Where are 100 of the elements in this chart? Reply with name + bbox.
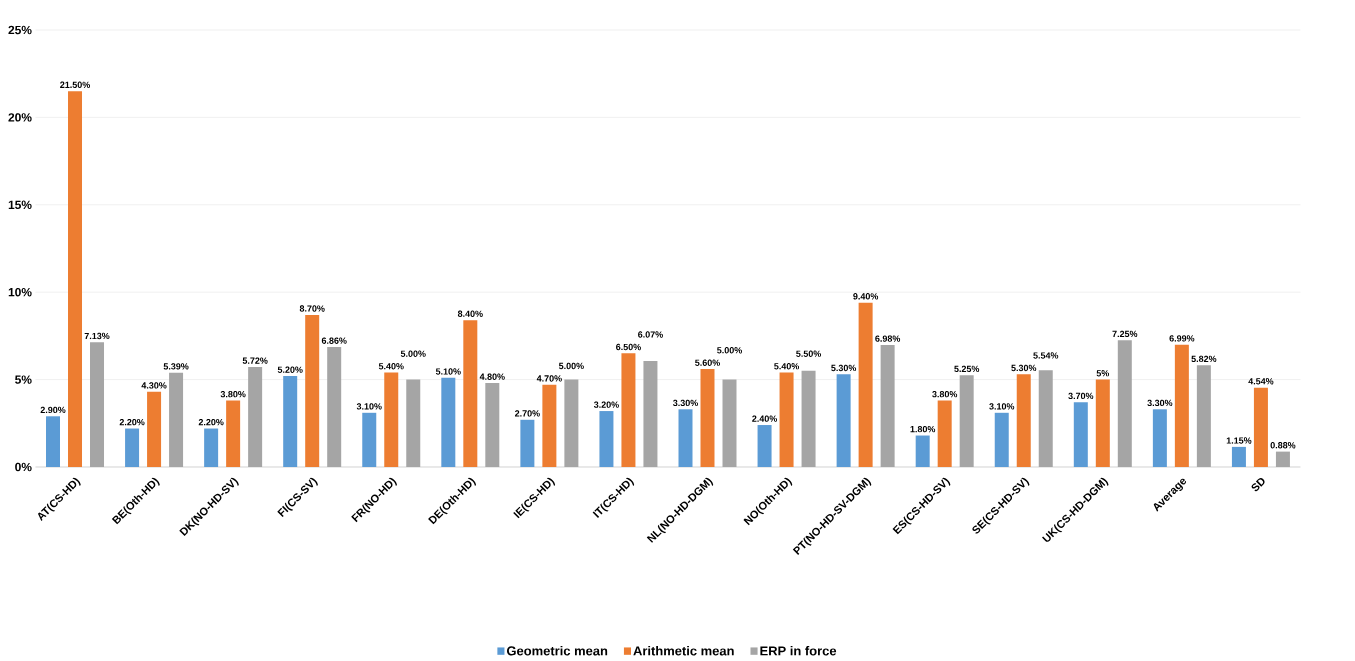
bar: [1095, 379, 1110, 468]
data-label: 4.54%: [1248, 378, 1274, 385]
bar: [463, 320, 478, 468]
bar: [621, 353, 636, 468]
bar: [643, 360, 658, 468]
data-label: 21.50%: [60, 81, 90, 89]
data-label: 2.90%: [40, 406, 66, 414]
data-label: 8.70%: [299, 305, 325, 312]
data-label: 8.40%: [457, 310, 483, 318]
data-label: 5.60%: [695, 359, 720, 366]
data-label: 5.40%: [774, 363, 800, 370]
bar: [915, 435, 930, 468]
y-tick-label: 15%: [8, 200, 32, 210]
data-label: 7.13%: [84, 332, 110, 340]
data-label: 6.98%: [875, 335, 901, 342]
data-label: 3.10%: [989, 403, 1015, 410]
bar: [327, 347, 342, 468]
data-label: 5.10%: [435, 368, 461, 375]
bar: [68, 91, 83, 468]
data-label: 6.50%: [616, 343, 641, 351]
bar: [880, 345, 895, 468]
bar: [1038, 370, 1053, 468]
data-label: 5.39%: [163, 363, 189, 370]
data-label: 3.80%: [220, 391, 246, 398]
data-label: 3.30%: [1147, 399, 1173, 407]
bar: [406, 379, 421, 468]
data-label: 5.82%: [1191, 355, 1217, 363]
data-label: 5.50%: [796, 350, 822, 357]
bar: [46, 416, 61, 468]
bar: [994, 412, 1009, 468]
bar: [283, 376, 298, 468]
bar: [1275, 451, 1290, 468]
data-label: 5.30%: [831, 364, 857, 372]
bar: [147, 391, 162, 468]
data-label: 6.99%: [1169, 335, 1195, 342]
data-label: 6.07%: [638, 331, 663, 338]
bar: [959, 375, 974, 468]
x-tick-label: SD: [1251, 478, 1265, 492]
data-label: 1.15%: [1226, 437, 1252, 444]
bar: [599, 411, 614, 468]
bar: [1253, 387, 1268, 468]
data-label: 5%: [1096, 370, 1110, 377]
bar: [678, 409, 693, 468]
legend-label: ERP in force: [760, 646, 837, 656]
legend-label: Arithmetic mean: [633, 646, 734, 656]
bar: [858, 302, 873, 468]
data-label: 2.20%: [198, 419, 224, 426]
data-label: 3.30%: [672, 399, 698, 407]
bar: [1231, 446, 1246, 468]
bar: [362, 412, 377, 468]
y-tick-label: 25%: [8, 25, 32, 35]
bar: [542, 384, 557, 468]
bar: [700, 369, 715, 468]
bar: [836, 374, 851, 468]
bar: [1073, 402, 1088, 468]
bar: [384, 372, 399, 468]
data-label: 5.00%: [558, 362, 584, 370]
data-label: 7.25%: [1112, 330, 1138, 338]
data-label: 4.30%: [141, 382, 167, 389]
bar: [801, 370, 816, 468]
bar: [937, 400, 952, 468]
bar: [779, 372, 794, 468]
data-label: 4.80%: [479, 373, 505, 380]
bar: [722, 379, 737, 468]
bar: [757, 425, 772, 468]
bar: [248, 367, 263, 468]
data-label: 0.88%: [1270, 442, 1296, 449]
bar: [520, 419, 535, 468]
data-label: 5.00%: [717, 347, 742, 354]
data-label: 5.00%: [400, 350, 426, 357]
bar: [204, 428, 219, 468]
bar: [169, 372, 184, 468]
bar: [1174, 344, 1189, 468]
data-label: 2.40%: [752, 415, 778, 422]
bar: [485, 383, 500, 468]
bar: [90, 342, 105, 468]
y-tick-label: 10%: [8, 288, 32, 297]
bar: [1117, 340, 1132, 468]
data-label: 3.80%: [932, 391, 958, 398]
bar: [1016, 374, 1031, 468]
bar: [564, 379, 579, 468]
y-tick-label: 5%: [15, 375, 32, 384]
data-label: 3.20%: [593, 401, 619, 408]
y-tick-label: 0%: [15, 462, 32, 472]
data-label: 6.86%: [321, 337, 347, 344]
data-label: 1.80%: [910, 426, 936, 433]
bar: [441, 377, 456, 468]
bar: [1196, 365, 1211, 468]
bar: [226, 400, 241, 468]
data-label: 5.54%: [1033, 352, 1059, 359]
bar: [305, 314, 320, 468]
data-label: 3.10%: [356, 403, 382, 410]
bar: [125, 428, 140, 468]
y-tick-label: 20%: [8, 113, 32, 122]
data-label: 5.40%: [378, 363, 404, 370]
data-label: 5.72%: [242, 357, 268, 364]
data-label: 9.40%: [853, 293, 879, 300]
bar: [1152, 409, 1167, 468]
data-label: 2.20%: [119, 419, 145, 426]
legend-label: Geometric mean: [506, 646, 608, 656]
